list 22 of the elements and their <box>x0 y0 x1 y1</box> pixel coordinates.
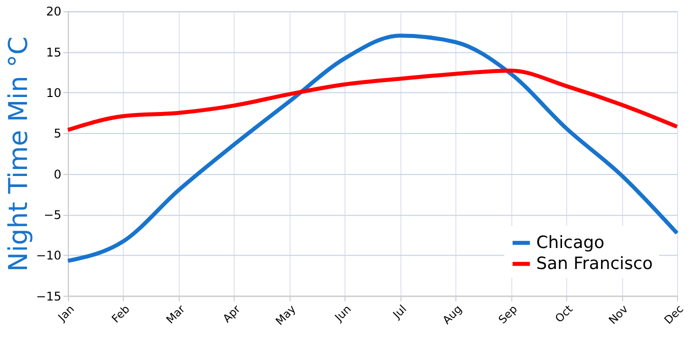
x-tick-label: Nov <box>606 302 631 327</box>
x-tick-label: Jan <box>55 302 77 324</box>
x-tick-label: Feb <box>109 302 132 326</box>
x-tick-label: Apr <box>220 302 244 326</box>
y-tick-label: 15 <box>46 45 62 60</box>
y-tick-label: 10 <box>46 86 62 100</box>
legend-label: San Francisco <box>536 254 653 274</box>
x-tick-label: Sep <box>496 302 520 326</box>
x-tick-label: Dec <box>662 302 686 327</box>
legend-label: Chicago <box>536 232 604 253</box>
y-tick-label: −15 <box>36 289 62 304</box>
line-series <box>66 68 680 132</box>
y-tick-label: −10 <box>36 248 62 263</box>
y-tick-label: 20 <box>46 4 62 19</box>
y-tick-label: −5 <box>44 208 62 222</box>
x-tick-label: Jul <box>390 302 410 322</box>
y-axis-title: Night Time Min °C <box>4 36 34 272</box>
x-tick-label: Mar <box>164 302 188 326</box>
y-tick-label: 0 <box>54 167 62 182</box>
y-tick-label: 5 <box>54 126 62 141</box>
x-tick-label: Oct <box>552 302 576 326</box>
x-tick-label: Jun <box>332 302 354 325</box>
